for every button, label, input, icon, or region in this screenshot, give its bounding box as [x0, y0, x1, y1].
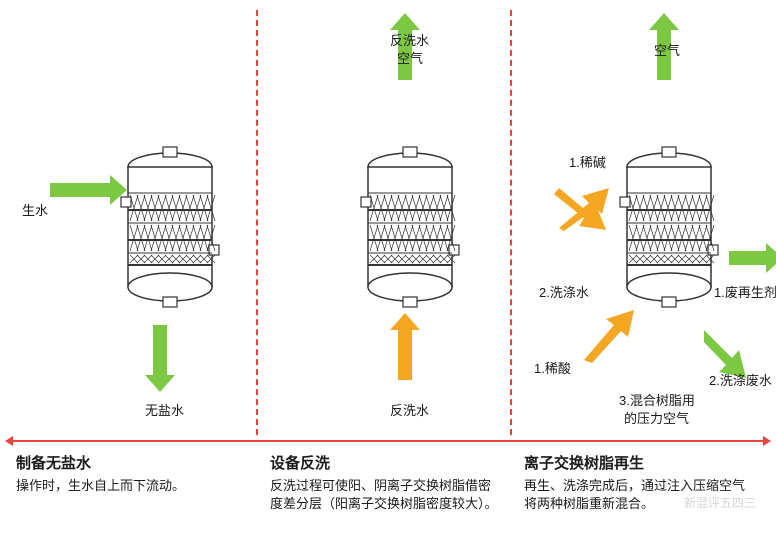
arrow-label: 空气: [397, 48, 423, 67]
vessel-icon: [614, 145, 724, 315]
process-panel-0: 生水无盐水: [10, 0, 260, 435]
watermark: 新混评五四三: [684, 494, 756, 511]
vessel-icon: [115, 145, 225, 315]
arrow-label: 2.洗涤废水: [709, 370, 772, 389]
arrow-label: 1.稀酸: [534, 358, 571, 377]
panel-divider: [510, 10, 512, 435]
section-text-0: 制备无盐水操作时，生水自上而下流动。: [16, 452, 246, 495]
process-panel-2: 空气1.稀碱2.洗涤水1.废再生剂1.稀酸2.洗涤废水3.混合树脂用的压力空气: [514, 0, 764, 435]
arrow-label: 3.混合树脂用: [619, 390, 695, 409]
arrow-label: 反洗水: [390, 30, 429, 49]
arrow-label: 反洗水: [390, 400, 429, 419]
vessel-icon: [355, 145, 465, 315]
arrow-label: 生水: [22, 200, 48, 219]
section-title: 制备无盐水: [16, 452, 246, 473]
arrow-label: 1.废再生剂: [714, 282, 776, 301]
arrow-label: 的压力空气: [624, 408, 689, 427]
arrow-label: 无盐水: [145, 400, 184, 419]
section-title: 设备反洗: [270, 452, 500, 473]
arrow-label: 2.洗涤水: [539, 282, 589, 301]
section-desc: 反洗过程可使阳、阴离子交换树脂借密度差分层（阳离子交换树脂密度较大）。: [270, 477, 500, 513]
section-desc: 操作时，生水自上而下流动。: [16, 477, 246, 495]
arrow-label: 空气: [654, 40, 680, 59]
section-title: 离子交换树脂再生: [524, 452, 754, 473]
arrow-label: 1.稀碱: [569, 152, 606, 171]
process-panel-1: 反洗水空气反洗水: [260, 0, 510, 435]
section-text-1: 设备反洗反洗过程可使阳、阴离子交换树脂借密度差分层（阳离子交换树脂密度较大）。: [270, 452, 500, 513]
timeline-axis: [10, 440, 766, 442]
